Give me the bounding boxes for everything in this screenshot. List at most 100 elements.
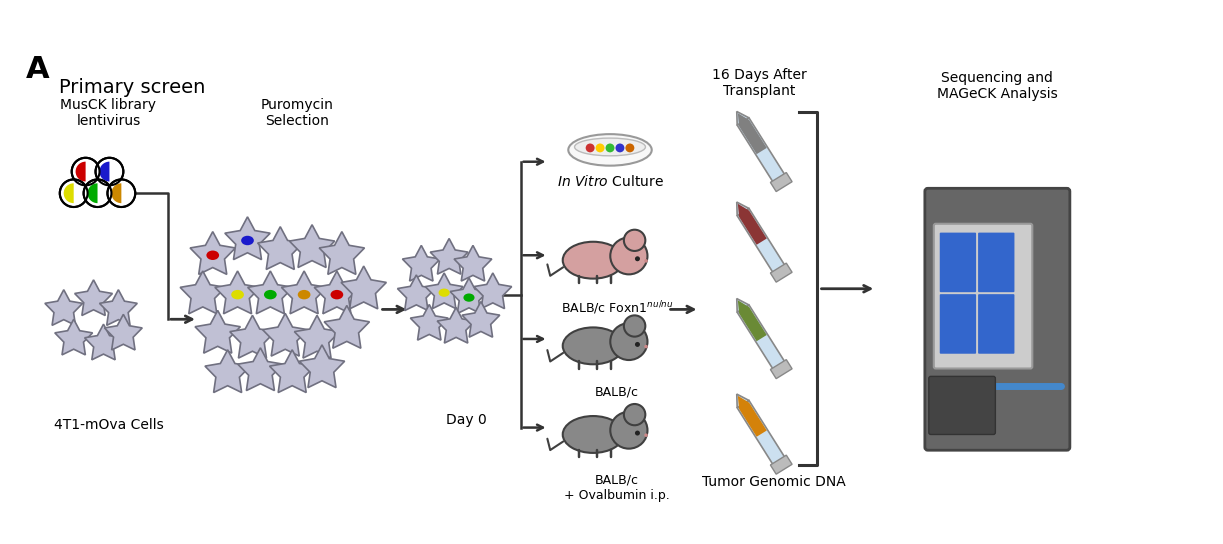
- Polygon shape: [454, 245, 492, 281]
- Ellipse shape: [241, 236, 254, 245]
- Polygon shape: [205, 350, 251, 393]
- Polygon shape: [215, 271, 260, 314]
- Polygon shape: [194, 311, 241, 353]
- Polygon shape: [437, 307, 475, 343]
- Polygon shape: [314, 271, 360, 314]
- Polygon shape: [290, 225, 335, 268]
- Polygon shape: [737, 118, 785, 182]
- Polygon shape: [225, 217, 270, 259]
- Ellipse shape: [231, 290, 243, 299]
- Text: BALB/c
+ Ovalbumin i.p.: BALB/c + Ovalbumin i.p.: [564, 474, 670, 502]
- Circle shape: [624, 316, 646, 337]
- Polygon shape: [104, 314, 142, 350]
- Polygon shape: [737, 113, 767, 154]
- Circle shape: [95, 158, 124, 186]
- Polygon shape: [770, 455, 793, 474]
- Text: Sequencing and
MAGeCK Analysis: Sequencing and MAGeCK Analysis: [937, 71, 1058, 101]
- Polygon shape: [737, 208, 785, 273]
- Circle shape: [610, 323, 647, 360]
- Ellipse shape: [264, 290, 276, 299]
- Polygon shape: [450, 278, 488, 313]
- Polygon shape: [295, 316, 340, 358]
- Circle shape: [108, 180, 136, 207]
- Text: Tumor Genomic DNA: Tumor Genomic DNA: [702, 475, 846, 489]
- Text: BALB/c: BALB/c: [594, 385, 638, 398]
- Circle shape: [72, 158, 99, 186]
- Wedge shape: [99, 162, 109, 182]
- Ellipse shape: [563, 242, 624, 279]
- Ellipse shape: [439, 288, 450, 297]
- Text: 4T1-mOva Cells: 4T1-mOva Cells: [54, 418, 164, 432]
- Ellipse shape: [207, 251, 219, 260]
- Text: MusCK library
lentivirus: MusCK library lentivirus: [60, 98, 157, 128]
- Circle shape: [645, 434, 648, 437]
- Polygon shape: [397, 275, 435, 311]
- FancyBboxPatch shape: [934, 224, 1032, 368]
- Polygon shape: [99, 290, 137, 325]
- FancyBboxPatch shape: [928, 376, 996, 435]
- Circle shape: [605, 144, 614, 152]
- Polygon shape: [324, 306, 369, 348]
- Polygon shape: [770, 263, 793, 282]
- Polygon shape: [55, 319, 93, 355]
- Polygon shape: [237, 348, 283, 391]
- Circle shape: [625, 144, 635, 152]
- Polygon shape: [737, 400, 785, 465]
- Circle shape: [83, 180, 111, 207]
- FancyBboxPatch shape: [925, 188, 1070, 450]
- Polygon shape: [430, 238, 468, 274]
- Circle shape: [645, 259, 648, 263]
- FancyBboxPatch shape: [939, 233, 976, 292]
- Polygon shape: [248, 271, 294, 314]
- Ellipse shape: [330, 290, 344, 299]
- Polygon shape: [411, 305, 448, 340]
- Wedge shape: [76, 162, 86, 182]
- Polygon shape: [737, 305, 785, 369]
- Polygon shape: [300, 345, 345, 388]
- Circle shape: [645, 345, 648, 348]
- Polygon shape: [736, 299, 748, 312]
- Polygon shape: [737, 396, 767, 437]
- Circle shape: [610, 412, 647, 449]
- Ellipse shape: [569, 134, 652, 166]
- Polygon shape: [45, 290, 83, 325]
- Polygon shape: [269, 350, 314, 393]
- Polygon shape: [75, 280, 113, 316]
- Polygon shape: [426, 273, 464, 308]
- Ellipse shape: [575, 138, 646, 156]
- Polygon shape: [402, 245, 440, 281]
- Polygon shape: [736, 202, 748, 216]
- Polygon shape: [737, 300, 767, 341]
- Wedge shape: [111, 183, 121, 203]
- Polygon shape: [258, 227, 303, 269]
- Text: BALB/c Foxn1$^{nu/nu}$: BALB/c Foxn1$^{nu/nu}$: [560, 300, 674, 317]
- Polygon shape: [319, 232, 364, 274]
- Polygon shape: [281, 271, 327, 314]
- Circle shape: [586, 144, 594, 152]
- Circle shape: [624, 404, 646, 425]
- Polygon shape: [736, 112, 748, 125]
- FancyBboxPatch shape: [939, 294, 976, 354]
- Polygon shape: [84, 324, 122, 360]
- Circle shape: [615, 144, 625, 152]
- FancyBboxPatch shape: [978, 294, 1014, 354]
- Ellipse shape: [297, 290, 311, 299]
- Polygon shape: [475, 273, 511, 308]
- Ellipse shape: [464, 293, 475, 302]
- Text: Primary screen: Primary screen: [59, 78, 205, 97]
- Polygon shape: [736, 394, 748, 408]
- Ellipse shape: [563, 327, 624, 364]
- Polygon shape: [341, 266, 386, 309]
- Wedge shape: [64, 183, 73, 203]
- Polygon shape: [770, 172, 793, 191]
- Polygon shape: [230, 316, 275, 358]
- Circle shape: [60, 180, 88, 207]
- Circle shape: [596, 144, 604, 152]
- Polygon shape: [263, 313, 308, 356]
- Polygon shape: [462, 301, 500, 337]
- Text: A: A: [26, 55, 50, 84]
- Text: Puromycin
Selection: Puromycin Selection: [260, 98, 334, 128]
- Wedge shape: [88, 183, 98, 203]
- Circle shape: [635, 256, 640, 261]
- Polygon shape: [737, 204, 767, 245]
